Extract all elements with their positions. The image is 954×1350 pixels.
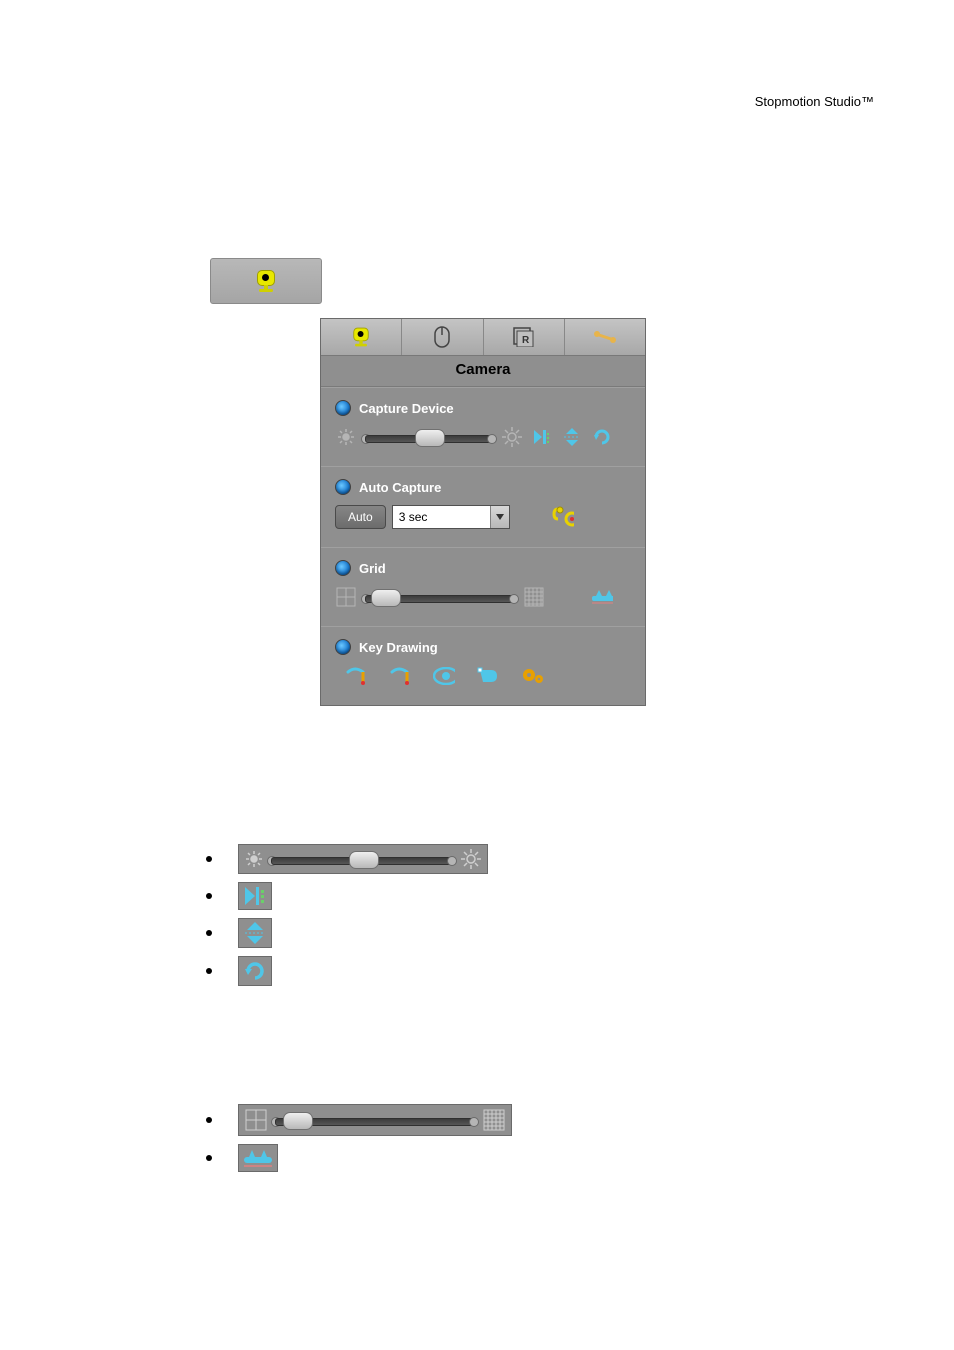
- product-name: Stopmotion Studio™: [755, 94, 874, 109]
- next-frame-icon[interactable]: [531, 426, 553, 448]
- tab-camera[interactable]: [321, 319, 402, 355]
- grid-slider-chip[interactable]: [238, 1104, 512, 1136]
- tab-rotoscope[interactable]: R: [484, 319, 565, 355]
- key-drawing-radio[interactable]: [335, 639, 351, 655]
- bullet-icon: [206, 968, 212, 974]
- next-frame-chip[interactable]: [238, 882, 272, 910]
- brightness-high-icon: [461, 849, 481, 869]
- auto-capture-label: Auto Capture: [359, 480, 441, 495]
- camera-panel: R Camera Capture Device: [320, 318, 646, 706]
- svg-text:R: R: [522, 335, 530, 346]
- rotoscope-r-icon: R: [513, 327, 535, 347]
- grid-list: [200, 1096, 512, 1180]
- grid-slider[interactable]: [365, 590, 515, 604]
- bones-icon: [593, 328, 617, 346]
- next-frame-icon: [243, 885, 267, 907]
- key-eye-icon[interactable]: [433, 665, 455, 687]
- bullet-icon: [206, 1117, 212, 1123]
- tab-bones[interactable]: [565, 319, 645, 355]
- list-item: [200, 844, 488, 874]
- panel-title: Camera: [321, 356, 645, 387]
- section-auto-capture: Auto Capture Auto 3 sec: [321, 466, 645, 547]
- list-item: [200, 1104, 512, 1136]
- bullet-icon: [206, 1155, 212, 1161]
- auto-button[interactable]: Auto: [335, 505, 386, 529]
- bullet-icon: [206, 930, 212, 936]
- bullet-icon: [206, 893, 212, 899]
- key-drawing-label: Key Drawing: [359, 640, 438, 655]
- webcam-yellow-icon: [350, 328, 372, 347]
- rotate-chip[interactable]: [238, 956, 272, 986]
- brightness-low-icon: [245, 850, 263, 868]
- pegbar-icon: [243, 1147, 273, 1169]
- interval-select[interactable]: 3 sec: [392, 505, 510, 529]
- section-grid: Grid: [321, 547, 645, 626]
- brightness-slider[interactable]: [365, 430, 493, 444]
- grid-label: Grid: [359, 561, 386, 576]
- rotate-icon[interactable]: [591, 426, 613, 448]
- key-fill-icon[interactable]: [477, 665, 499, 687]
- section-capture-device: Capture Device: [321, 387, 645, 466]
- brightness-low-icon: [335, 426, 357, 448]
- key-gear-icon[interactable]: [521, 665, 543, 687]
- list-item: [200, 956, 488, 986]
- mouse-icon: [433, 326, 451, 348]
- flip-icon: [243, 921, 267, 945]
- list-item: [200, 918, 488, 948]
- list-item: [200, 882, 488, 910]
- camera-tab-button[interactable]: [210, 258, 322, 304]
- flip-icon[interactable]: [561, 426, 583, 448]
- capture-device-label: Capture Device: [359, 401, 454, 416]
- grid-sparse-icon: [335, 586, 357, 608]
- grid-dense-icon: [523, 586, 545, 608]
- bullet-icon: [206, 856, 212, 862]
- chevron-down-icon: [490, 506, 509, 528]
- webcam-yellow-icon: [253, 270, 279, 292]
- interval-value: 3 sec: [399, 510, 428, 524]
- brightness-slider-chip[interactable]: [238, 844, 488, 874]
- grid-radio[interactable]: [335, 560, 351, 576]
- rotate-icon: [243, 959, 267, 983]
- pegbar-chip[interactable]: [238, 1144, 278, 1172]
- pegbar-icon[interactable]: [591, 586, 613, 608]
- tab-mouse[interactable]: [402, 319, 483, 355]
- auto-capture-record-icon[interactable]: [552, 506, 574, 528]
- key-prev-icon[interactable]: [345, 665, 367, 687]
- grid-sparse-icon: [245, 1109, 267, 1131]
- auto-capture-radio[interactable]: [335, 479, 351, 495]
- section-key-drawing: Key Drawing: [321, 626, 645, 705]
- list-item: [200, 1144, 512, 1172]
- panel-tab-strip: R: [321, 319, 645, 356]
- key-next-icon[interactable]: [389, 665, 411, 687]
- flip-chip[interactable]: [238, 918, 272, 948]
- capture-list: [200, 836, 488, 994]
- grid-dense-icon: [483, 1109, 505, 1131]
- capture-device-radio[interactable]: [335, 400, 351, 416]
- brightness-high-icon: [501, 426, 523, 448]
